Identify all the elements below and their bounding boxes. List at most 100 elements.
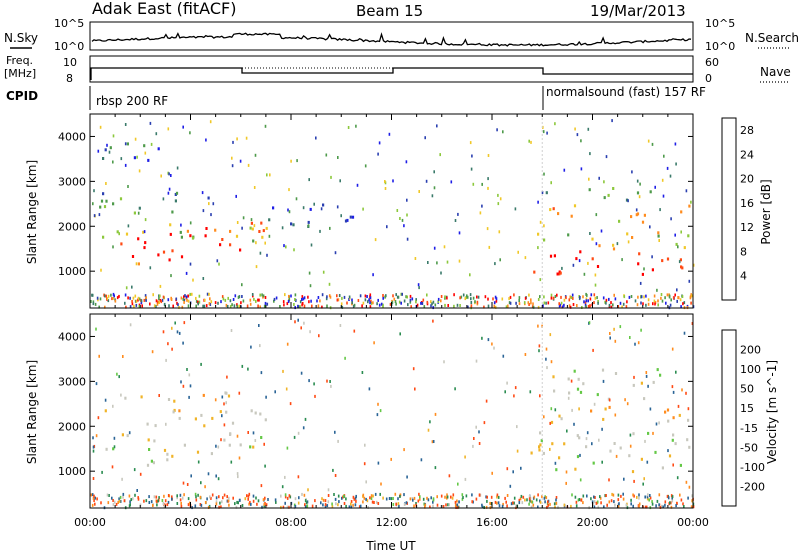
ground-scatter-cell xyxy=(202,304,204,308)
scatter-cell xyxy=(432,319,434,323)
scatter-cell xyxy=(282,369,284,373)
ground-scatter-cell xyxy=(319,299,321,303)
ground-scatter-cell xyxy=(172,304,174,308)
scatter-cell xyxy=(672,390,675,394)
ground-scatter-cell xyxy=(219,501,221,505)
ground-scatter-cell xyxy=(200,503,203,507)
ground-scatter-cell xyxy=(403,299,406,303)
scatter-cell xyxy=(190,474,192,478)
scatter-cell xyxy=(486,227,489,231)
scatter-cell xyxy=(113,436,116,440)
scatter-cell xyxy=(129,323,132,327)
scatter-cell xyxy=(307,488,309,492)
ground-scatter-cell xyxy=(112,503,115,507)
ground-scatter-cell xyxy=(535,498,538,502)
scatter-cell xyxy=(365,480,367,484)
ground-scatter-cell xyxy=(398,300,401,304)
scatter-cell xyxy=(93,214,96,218)
ground-scatter-cell xyxy=(217,301,219,305)
ground-scatter-cell xyxy=(422,298,425,302)
scatter-cell xyxy=(450,180,453,184)
ground-scatter-cell xyxy=(472,296,475,300)
scatter-cell xyxy=(226,375,228,379)
ground-scatter-cell xyxy=(131,302,134,306)
echo-cell xyxy=(344,219,348,223)
ground-scatter-cell xyxy=(515,301,517,305)
ground-scatter-cell xyxy=(369,496,371,500)
station-title: Adak East (fitACF) xyxy=(92,0,236,18)
ground-scatter-cell xyxy=(256,502,258,506)
freq-panel-frame xyxy=(89,55,694,83)
ground-scatter-cell xyxy=(306,500,309,504)
ground-scatter-cell xyxy=(646,495,649,499)
scatter-cell xyxy=(578,407,580,411)
scatter-cell xyxy=(619,325,622,329)
ground-scatter-cell xyxy=(537,505,539,509)
ground-scatter-cell xyxy=(419,497,421,501)
echo-cell xyxy=(112,447,115,451)
scatter-cell xyxy=(302,426,305,430)
echo-cell xyxy=(643,213,646,217)
scatter-cell xyxy=(687,407,690,411)
ground-scatter-cell xyxy=(444,295,446,299)
scatter-cell xyxy=(692,263,695,267)
ground-scatter-cell xyxy=(670,494,673,498)
echo-cell xyxy=(568,391,571,395)
ground-scatter-cell xyxy=(218,495,220,499)
scatter-cell xyxy=(339,179,341,183)
scatter-cell xyxy=(136,155,138,159)
echo-cell xyxy=(175,191,179,195)
scatter-cell xyxy=(595,242,598,246)
echo-cell xyxy=(102,192,105,196)
scatter-cell xyxy=(361,371,364,374)
ground-scatter-cell xyxy=(519,497,522,501)
scatter-cell xyxy=(470,167,473,171)
ground-scatter-cell xyxy=(304,499,307,503)
ground-scatter-cell xyxy=(375,500,378,504)
ground-scatter-cell xyxy=(521,501,524,505)
ground-scatter-cell xyxy=(322,503,324,507)
ground-scatter-cell xyxy=(392,294,394,298)
ground-scatter-cell xyxy=(520,494,523,498)
scatter-cell xyxy=(542,125,544,129)
scatter-cell xyxy=(260,371,263,375)
ground-scatter-cell xyxy=(518,498,521,502)
scatter-cell xyxy=(250,345,252,349)
echo-cell xyxy=(104,409,107,413)
echo-cell xyxy=(630,215,633,219)
ground-scatter-cell xyxy=(600,501,602,505)
ground-scatter-cell xyxy=(305,501,308,505)
scatter-cell xyxy=(128,431,131,435)
scatter-cell xyxy=(214,398,217,402)
ground-scatter-cell xyxy=(350,502,352,506)
ground-scatter-cell xyxy=(501,297,504,301)
ground-scatter-cell xyxy=(653,299,656,303)
ground-scatter-cell xyxy=(617,305,620,308)
scatter-cell xyxy=(420,458,423,462)
scatter-cell xyxy=(549,333,552,337)
scatter-cell xyxy=(241,283,243,287)
scatter-cell xyxy=(239,159,242,163)
ground-scatter-cell xyxy=(505,500,507,504)
ground-scatter-cell xyxy=(494,305,497,309)
ground-scatter-cell xyxy=(683,301,686,305)
ground-scatter-cell xyxy=(366,295,368,298)
ground-scatter-cell xyxy=(605,301,607,305)
ground-scatter-cell xyxy=(90,300,92,303)
ground-scatter-cell xyxy=(554,295,557,298)
scatter-cell xyxy=(494,262,496,266)
echo-cell xyxy=(221,238,224,241)
scatter-cell xyxy=(303,321,305,325)
ground-scatter-cell xyxy=(568,304,571,308)
echo-cell xyxy=(228,443,231,447)
ground-scatter-cell xyxy=(336,294,338,298)
scatter-cell xyxy=(105,182,107,185)
ground-scatter-cell xyxy=(395,502,397,506)
ground-scatter-cell xyxy=(626,300,628,304)
echo-cell xyxy=(632,383,635,387)
echo-cell xyxy=(612,247,616,251)
ground-scatter-cell xyxy=(337,494,340,498)
scatter-cell xyxy=(258,324,260,327)
ground-scatter-cell xyxy=(135,299,138,303)
ground-scatter-cell xyxy=(90,493,93,497)
